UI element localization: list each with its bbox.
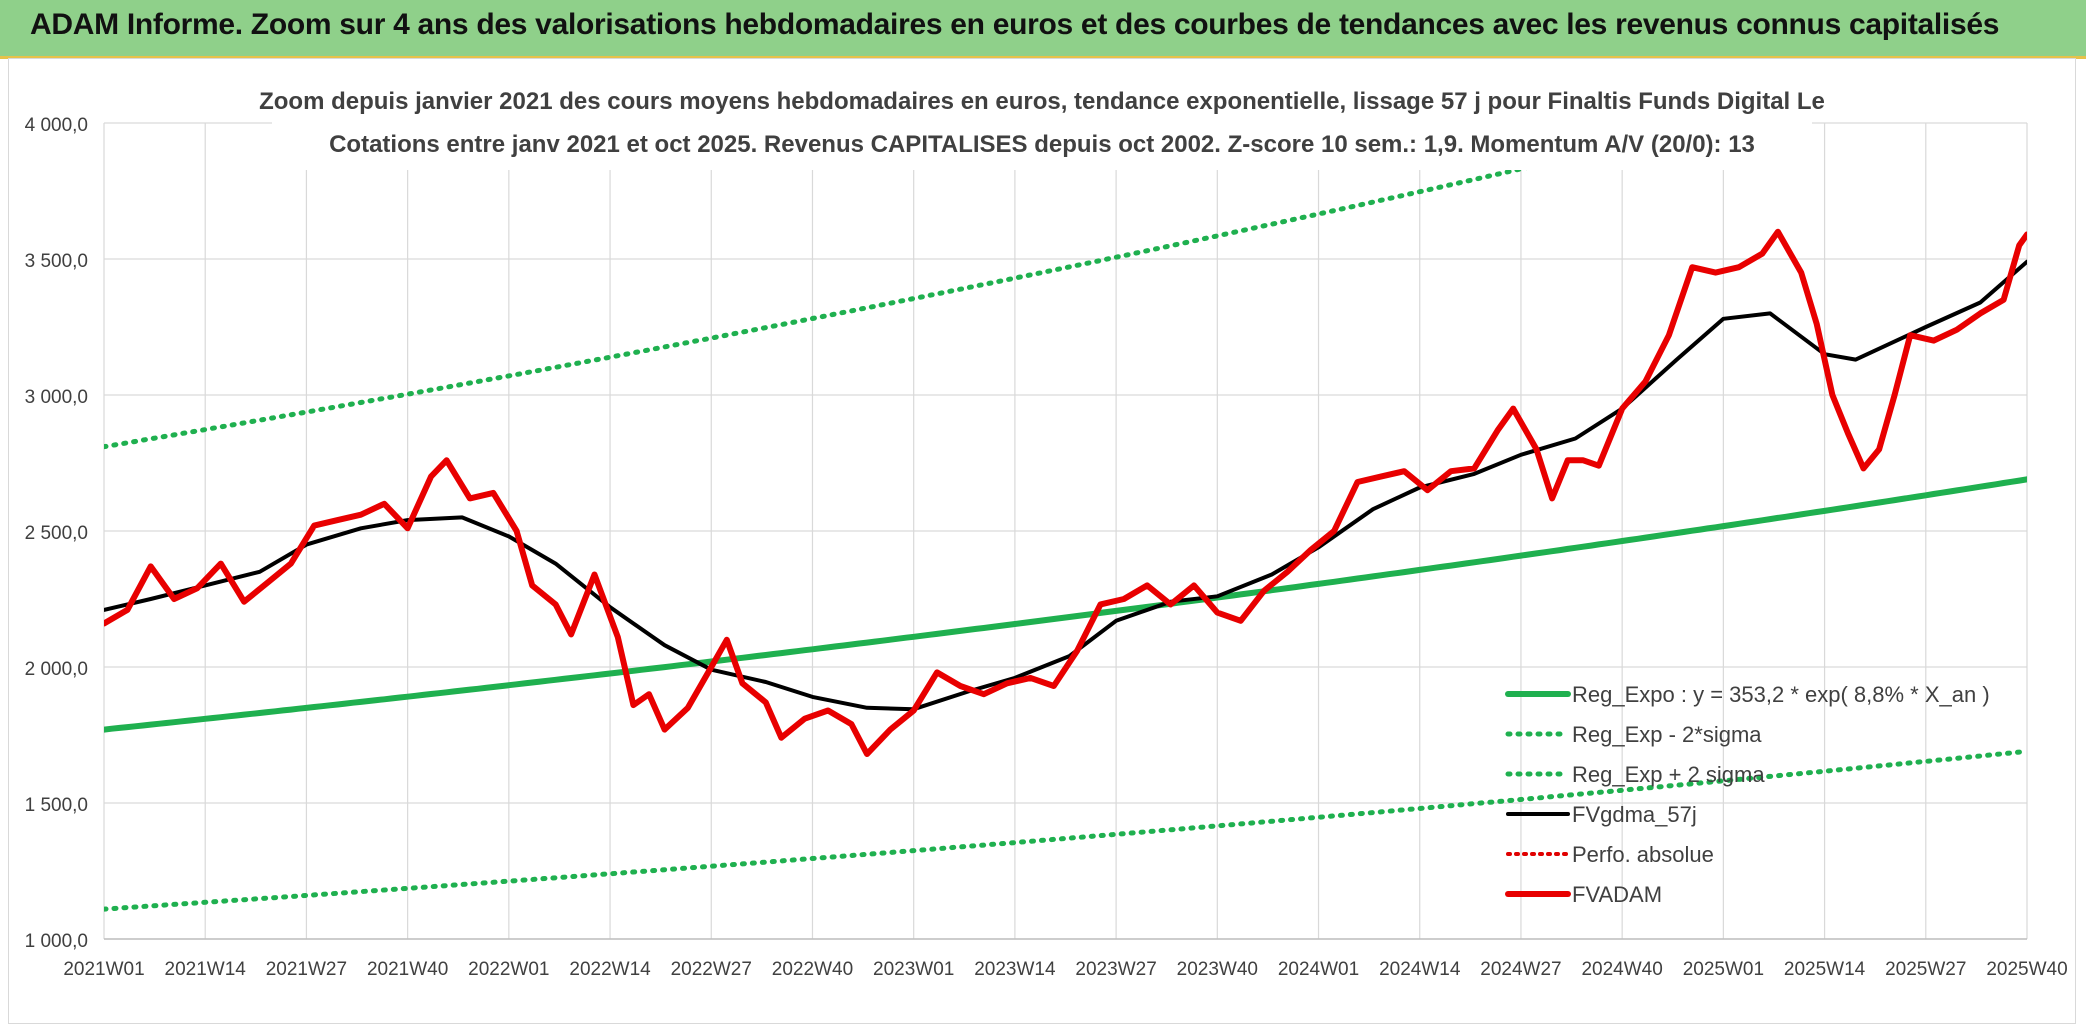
series-layer <box>104 123 2027 912</box>
x-tick-label: 2023W40 <box>1177 959 1258 980</box>
series-line <box>104 476 2027 733</box>
series-line <box>104 259 2027 712</box>
x-tick-label: 2021W27 <box>266 959 347 980</box>
y-tick-label: 4 000,0 <box>25 115 88 136</box>
y-tick-label: 1 500,0 <box>25 795 88 816</box>
x-tick-label: 2024W27 <box>1480 959 1561 980</box>
banner: ADAM Informe. Zoom sur 4 ans des valoris… <box>0 0 2086 59</box>
chart-title: Zoom depuis janvier 2021 des cours moyen… <box>259 78 1825 170</box>
x-tick-label: 2025W01 <box>1683 959 1764 980</box>
x-tick-label: 2024W01 <box>1278 959 1359 980</box>
x-tick-label: 2024W40 <box>1581 959 1662 980</box>
series-line <box>104 748 2027 912</box>
banner-title: ADAM Informe. Zoom sur 4 ans des valoris… <box>30 8 2000 41</box>
x-tick-label: 2023W14 <box>974 959 1056 980</box>
x-tick-label: 2025W40 <box>1986 959 2067 980</box>
legend: Reg_Expo : y = 353,2 * exp( 8,8% * X_an … <box>1505 682 1990 907</box>
series-line <box>104 123 1729 450</box>
title-background <box>272 78 1812 170</box>
x-tick-label: 2022W40 <box>772 959 853 980</box>
x-tick-label: 2022W14 <box>569 959 651 980</box>
chart-title-line1: Zoom depuis janvier 2021 des cours moyen… <box>259 88 1825 115</box>
legend-label: Perfo. absolue <box>1572 842 1714 867</box>
x-tick-label: 2021W01 <box>63 959 144 980</box>
legend-label: Reg_Exp + 2 sigma <box>1572 762 1765 787</box>
y-tick-label: 2 500,0 <box>25 523 88 544</box>
legend-label: FVgdma_57j <box>1572 802 1697 827</box>
chart-title-line2: Cotations entre janv 2021 et oct 2025. R… <box>329 131 1755 158</box>
legend-label: Reg_Expo : y = 353,2 * exp( 8,8% * X_an … <box>1572 682 1990 707</box>
legend-label: Reg_Exp - 2*sigma <box>1572 722 1762 747</box>
x-tick-label: 2022W01 <box>468 959 549 980</box>
y-tick-label: 1 000,0 <box>25 931 88 952</box>
legend-label: FVADAM <box>1572 882 1662 907</box>
x-tick-label: 2023W27 <box>1075 959 1156 980</box>
x-tick-label: 2025W14 <box>1784 959 1866 980</box>
x-tick-label: 2021W40 <box>367 959 448 980</box>
x-tick-label: 2024W14 <box>1379 959 1461 980</box>
x-tick-label: 2021W14 <box>165 959 247 980</box>
y-tick-label: 3 000,0 <box>25 387 88 408</box>
y-tick-label: 3 500,0 <box>25 251 88 272</box>
x-tick-label: 2025W27 <box>1885 959 1966 980</box>
x-tick-label: 2023W01 <box>873 959 954 980</box>
x-tick-label: 2022W27 <box>671 959 752 980</box>
axis-layer: 1 000,0 1 500,0 2 000,0 2 500,0 3 000,0 3 500… <box>25 115 2068 980</box>
y-tick-label: 2 000,0 <box>25 659 88 680</box>
series-line <box>104 228 2027 757</box>
